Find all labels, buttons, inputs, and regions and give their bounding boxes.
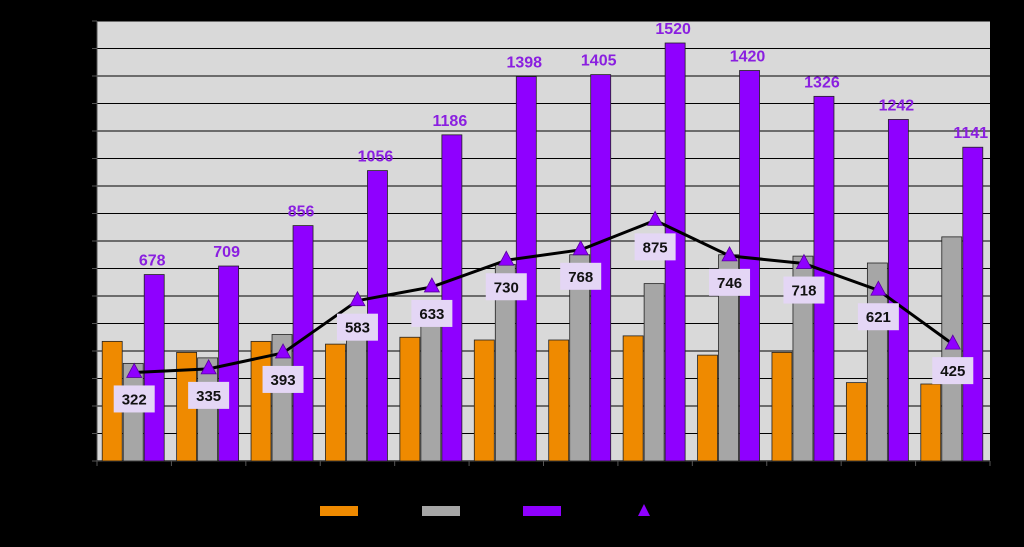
- bar-value-label: 1326: [804, 74, 840, 91]
- bar-series1-9: [697, 354, 718, 462]
- line-label-box: [932, 357, 974, 385]
- bar-series3-12: [962, 146, 984, 462]
- bar-series3-6: [515, 76, 537, 462]
- line-value-label: 746: [717, 275, 742, 292]
- line-value-label: 425: [940, 363, 965, 380]
- line-value-label: 393: [271, 372, 296, 389]
- legend-marker-4: [638, 504, 650, 516]
- line-marker: [870, 280, 887, 296]
- bar-series1-12: [920, 383, 942, 462]
- line-value-label: 335: [196, 388, 221, 405]
- line-value-label: 621: [866, 309, 891, 326]
- bar-series3-1: [143, 274, 165, 462]
- bar-series1-5: [399, 336, 421, 462]
- line-label-box: [485, 273, 527, 301]
- line-marker: [944, 334, 961, 350]
- line-value-label: 875: [643, 239, 668, 256]
- bar-value-label: 1520: [655, 21, 691, 38]
- line-marker: [423, 277, 441, 293]
- legend-swatch-3: [523, 506, 561, 516]
- line-marker: [274, 343, 292, 359]
- line-value-label: 322: [122, 391, 147, 408]
- line-value-label: 718: [791, 283, 816, 300]
- bar-value-label: 1420: [730, 49, 766, 66]
- line-value-label: 768: [568, 269, 593, 286]
- bar-series3-3: [292, 225, 314, 462]
- line-label-box: [783, 276, 825, 304]
- bar-series1-6: [473, 339, 495, 462]
- line-marker: [349, 290, 366, 307]
- bar-series2-4: [346, 332, 367, 462]
- bar-series3-9: [739, 70, 760, 462]
- line-value-label: 583: [345, 320, 370, 337]
- bar-value-label: 1398: [506, 55, 542, 72]
- bar-value-label: 709: [213, 244, 240, 261]
- bar-series1-4: [325, 343, 346, 462]
- bar-value-label: 1242: [879, 97, 915, 114]
- line-label-box: [857, 303, 899, 331]
- bar-value-label: 1056: [358, 149, 394, 166]
- line-marker: [126, 362, 143, 378]
- bar-series1-8: [622, 335, 644, 462]
- line-marker: [572, 239, 589, 256]
- line-marker: [795, 253, 813, 269]
- bar-value-label: 1141: [953, 125, 988, 142]
- line-label-box: [411, 299, 453, 327]
- legend-swatch-1: [320, 506, 358, 516]
- line-label-box: [262, 365, 304, 393]
- line-value-label: 730: [494, 279, 519, 296]
- line-label-box: [560, 262, 602, 290]
- legend-swatch-2: [422, 506, 460, 516]
- bar-series1-11: [845, 382, 867, 462]
- line-label-box: [634, 233, 676, 261]
- bar-value-label: 856: [288, 204, 315, 221]
- bar-series2-5: [420, 313, 442, 462]
- line-label-box: [188, 381, 230, 409]
- line-marker: [200, 359, 217, 375]
- line-label-box: [709, 268, 751, 296]
- bar-value-label: 678: [139, 253, 166, 270]
- bar-series2-8: [643, 283, 665, 462]
- line-label-box: [113, 385, 155, 413]
- bar-value-label: 1405: [581, 53, 617, 70]
- line-series: [134, 218, 954, 374]
- line-marker: [721, 246, 738, 262]
- bar-series3-11: [887, 119, 909, 462]
- bar-series3-5: [441, 134, 463, 462]
- line-value-label: 633: [419, 306, 444, 323]
- line-marker: [498, 250, 515, 266]
- line-marker: [646, 210, 664, 226]
- bar-series1-7: [548, 339, 570, 462]
- bar-series1-10: [771, 351, 793, 462]
- line-label-box: [336, 313, 378, 341]
- bar-value-label: 1186: [433, 113, 468, 130]
